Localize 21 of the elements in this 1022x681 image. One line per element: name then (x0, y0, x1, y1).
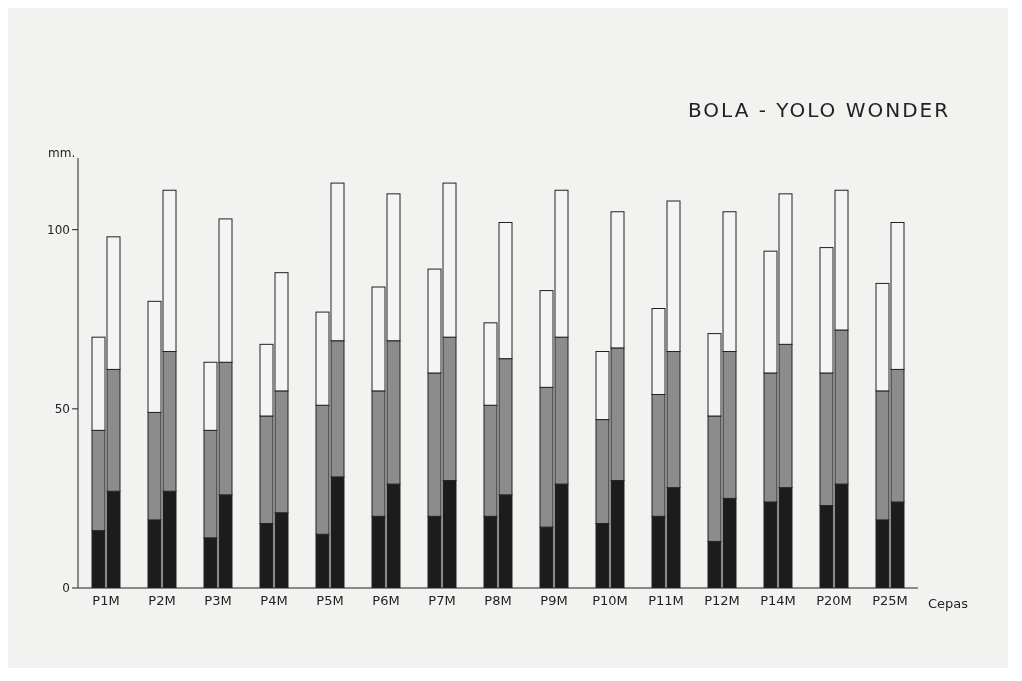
chart-title: BOLA - YOLO WONDER (688, 98, 951, 122)
x-tick-label: P11M (648, 593, 684, 609)
x-tick-label: P20M (816, 593, 852, 609)
x-tick-label: P1M (92, 593, 120, 609)
x-tick-label: P9M (540, 593, 568, 609)
x-tick-label: P12M (704, 593, 740, 609)
x-tick-label: P10M (592, 593, 628, 609)
x-tick-label: P3M (204, 593, 232, 609)
x-tick-label: P14M (760, 593, 796, 609)
x-tick-label: P25M (872, 593, 908, 609)
x-tick-label: P2M (148, 593, 176, 609)
y-axis-title: mm. (48, 146, 76, 160)
x-axis-title: Cepas (928, 596, 969, 611)
x-tick-label: P7M (428, 593, 456, 609)
x-tick-label: P5M (316, 593, 344, 609)
y-tick-label: 0 (62, 581, 70, 596)
y-tick-label: 100 (47, 222, 70, 237)
y-tick-label: 50 (54, 402, 70, 417)
x-tick-label: P4M (260, 593, 288, 609)
x-tick-label: P6M (372, 593, 400, 609)
x-tick-label: P8M (484, 593, 512, 609)
